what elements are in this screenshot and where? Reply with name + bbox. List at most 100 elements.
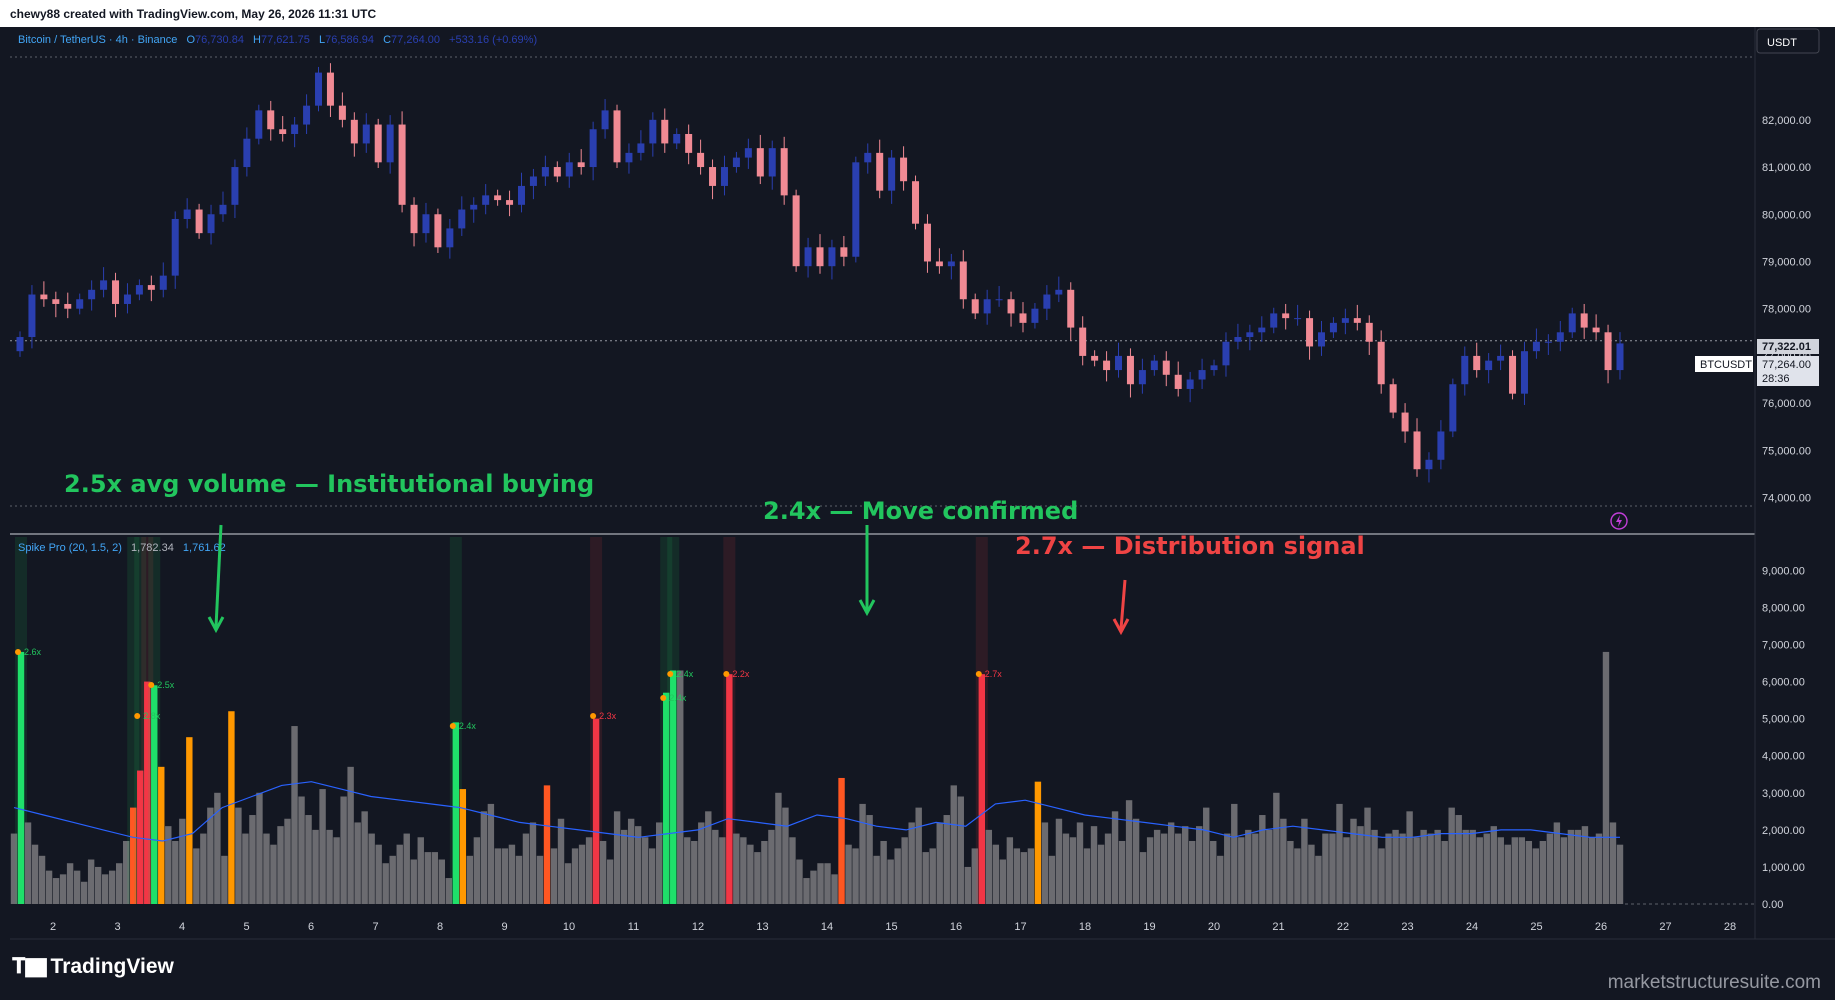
candle-body bbox=[1556, 332, 1564, 342]
indicator-value-2: 1,761.62 bbox=[183, 542, 226, 554]
volume-bar bbox=[536, 855, 544, 904]
volume-bar bbox=[999, 859, 1007, 904]
spike-label: 2.2x bbox=[732, 669, 750, 679]
volume-bar bbox=[529, 822, 537, 904]
volume-bar bbox=[1532, 848, 1540, 904]
volume-bar bbox=[354, 822, 361, 904]
volume-bar bbox=[480, 811, 488, 904]
tradingview-logo[interactable]: 𝐓▇ TradingView bbox=[12, 955, 174, 979]
candle-body bbox=[756, 148, 764, 177]
volume-bar bbox=[256, 792, 263, 904]
chart-canvas[interactable]: 2.6x2.8x2.5x2.4x2.3x2.4x2.4x 2.2x 2.7x 82,… bbox=[0, 27, 1835, 945]
volume-bar bbox=[838, 777, 845, 904]
volume-bar bbox=[971, 848, 978, 904]
time-tick-label: 14 bbox=[821, 921, 833, 933]
time-tick-label: 18 bbox=[1079, 921, 1091, 933]
candle-body bbox=[1616, 343, 1624, 371]
volume-bar bbox=[978, 674, 986, 904]
candle-body bbox=[816, 247, 824, 267]
currency-button[interactable] bbox=[1756, 28, 1820, 54]
candle-body bbox=[1019, 313, 1027, 323]
volume-bar bbox=[705, 811, 712, 904]
volume-bar bbox=[375, 844, 382, 904]
volume-axis[interactable]: 9,000.00 8,000.00 7,000.00 6,000.00 5,000.00… bbox=[1625, 565, 1805, 911]
time-tick-label: 10 bbox=[563, 921, 575, 933]
candle-body bbox=[1270, 313, 1278, 328]
volume-bar bbox=[1090, 826, 1098, 904]
volume-bar bbox=[1609, 822, 1617, 904]
volume-bar bbox=[326, 829, 333, 904]
candle-body bbox=[123, 294, 131, 304]
volume-bar bbox=[1546, 833, 1554, 904]
volume-tick-label: 7,000.00 bbox=[1762, 640, 1805, 652]
volume-bar bbox=[158, 766, 165, 904]
volume-bar bbox=[543, 785, 551, 904]
candle-body bbox=[900, 157, 908, 182]
time-axis[interactable]: 2 3 4 5 6 7 8 9 10 11 12 13 14 15 16 17 18 19 20 21 22 23 24 25… bbox=[50, 921, 1736, 933]
candle-body bbox=[1294, 318, 1302, 320]
volume-bar bbox=[656, 822, 663, 904]
candle-body bbox=[1580, 313, 1588, 328]
volume-bar bbox=[740, 837, 747, 904]
candle-body bbox=[255, 110, 263, 139]
volume-bar bbox=[396, 844, 403, 904]
volume-bar bbox=[52, 878, 60, 904]
volume-bar bbox=[648, 848, 656, 904]
candle-body bbox=[183, 209, 191, 219]
candle-body bbox=[410, 204, 418, 234]
candle-body bbox=[1306, 318, 1314, 347]
volume-bar bbox=[291, 726, 298, 904]
volume-bar bbox=[1595, 833, 1603, 904]
candle-body bbox=[16, 337, 24, 352]
time-tick-label: 27 bbox=[1659, 921, 1671, 933]
price-tick-label: 74,000.00 bbox=[1762, 493, 1811, 505]
price-tick-label: 81,000.00 bbox=[1762, 162, 1811, 174]
volume-bar bbox=[950, 785, 957, 904]
volume-bar bbox=[1125, 800, 1133, 904]
volume-bar bbox=[424, 852, 431, 904]
volume-bar bbox=[1196, 826, 1203, 904]
volume-bar bbox=[179, 818, 186, 904]
candle-body bbox=[1568, 313, 1576, 333]
volume-bar bbox=[571, 848, 579, 904]
volume-bar bbox=[782, 807, 789, 904]
candle-body bbox=[1389, 384, 1397, 413]
spike-flame-icon bbox=[449, 723, 456, 729]
volume-bar bbox=[599, 840, 607, 904]
volume-bar bbox=[130, 807, 137, 904]
candle-body bbox=[267, 110, 275, 130]
symbol-tag-text: BTCUSDT bbox=[1700, 359, 1752, 371]
spike-flame-icon bbox=[723, 671, 730, 677]
footer-bar bbox=[0, 945, 1835, 1000]
volume-bar bbox=[1224, 833, 1231, 904]
volume-bar bbox=[214, 792, 221, 904]
candle-body bbox=[386, 124, 394, 163]
spike-label: 2.4x bbox=[676, 669, 694, 679]
top-credit-bar: chewy88 created with TradingView.com, Ma… bbox=[0, 0, 1835, 27]
price-grid bbox=[10, 56, 1755, 507]
volume-bar bbox=[1174, 833, 1182, 904]
annotation-institutional-buying: 2.5x avg volume — Institutional buying bbox=[64, 470, 595, 498]
volume-bar bbox=[94, 866, 102, 904]
volume-bar bbox=[698, 822, 705, 904]
candle-body bbox=[553, 167, 561, 177]
candle-body bbox=[1007, 299, 1015, 314]
candle-body bbox=[458, 209, 466, 229]
spike-label: 2.4x bbox=[459, 721, 477, 731]
price-axis[interactable]: 82,000.00 81,000.00 80,000.00 79,000.00 78,0… bbox=[1762, 115, 1811, 505]
candle-body bbox=[1544, 341, 1552, 343]
volume-bar bbox=[101, 874, 109, 904]
volume-bar bbox=[522, 833, 530, 904]
candle-body bbox=[1353, 318, 1361, 323]
volume-bar bbox=[606, 859, 614, 904]
volume-bar bbox=[80, 881, 88, 904]
volume-bar bbox=[1378, 848, 1385, 904]
volume-bar bbox=[123, 840, 130, 904]
volume-bar bbox=[1210, 840, 1217, 904]
lightning-icon[interactable] bbox=[1610, 512, 1628, 530]
volume-bars-group bbox=[10, 537, 1624, 904]
volume-bar bbox=[1574, 829, 1582, 904]
candle-body bbox=[1198, 370, 1206, 380]
price-tick-label: 78,000.00 bbox=[1762, 304, 1811, 316]
candle-body bbox=[589, 129, 597, 168]
